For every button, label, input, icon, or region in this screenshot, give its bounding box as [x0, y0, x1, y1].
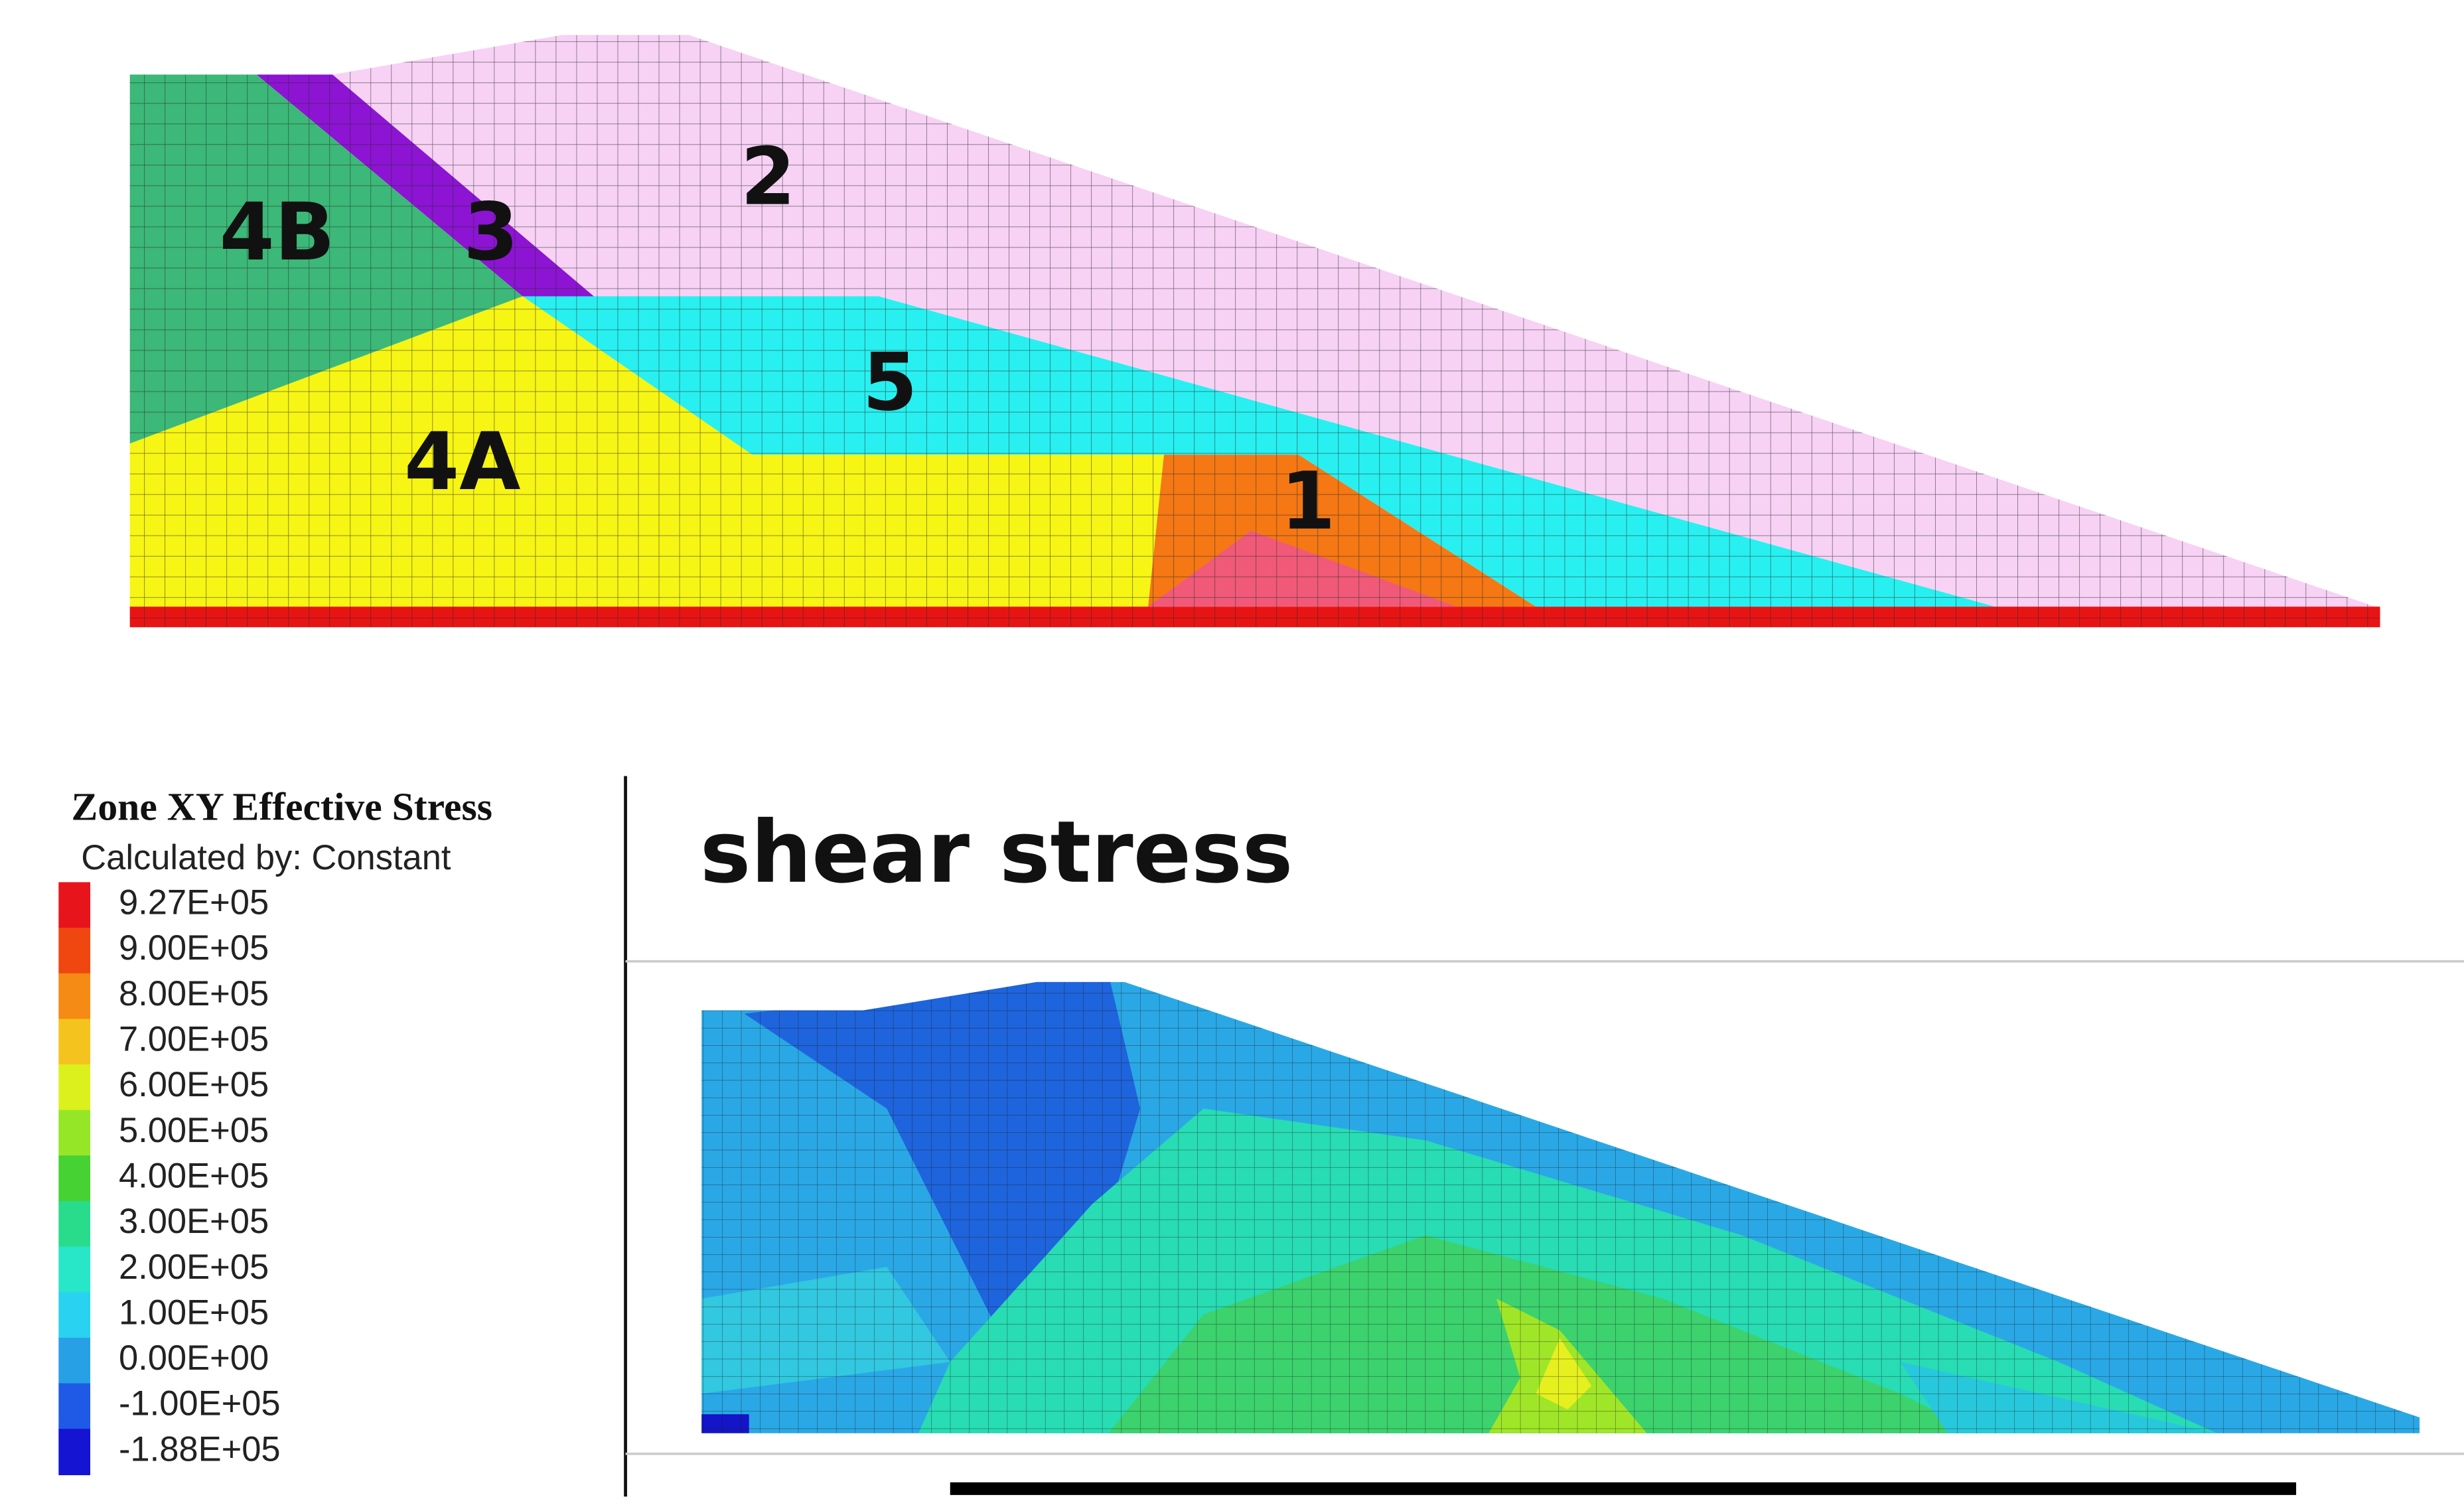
legend-swatch [58, 1383, 91, 1430]
mesh [129, 74, 523, 444]
legend-label: 5.00E+05 [119, 1111, 269, 1150]
legend-swatch [58, 973, 91, 1020]
legend-label: 8.00E+05 [119, 974, 269, 1013]
stress-contour [701, 981, 2420, 1433]
legend-label: 0.00E+00 [119, 1338, 269, 1378]
legend-label: 2.00E+05 [119, 1248, 269, 1287]
legend-swatch [58, 1064, 91, 1111]
dam-zones [129, 35, 2380, 628]
legend-subtitle: Calculated by: Constant [81, 838, 451, 877]
legend-label: 3.00E+05 [119, 1202, 269, 1241]
legend-label: -1.00E+05 [119, 1384, 281, 1423]
legend-swatch [58, 1019, 91, 1066]
legend-swatch [58, 1200, 91, 1248]
legend-swatch [58, 1246, 91, 1293]
scale-bar [950, 1482, 2297, 1495]
legend-label: 1.00E+05 [119, 1293, 269, 1332]
legend-label: 9.27E+05 [119, 883, 269, 922]
legend-swatch [58, 928, 91, 974]
legend-label: 4.00E+05 [119, 1156, 269, 1195]
legend-swatch [58, 1155, 91, 1202]
mesh [256, 74, 594, 297]
legend-label: 7.00E+05 [119, 1020, 269, 1059]
legend-label: 9.00E+05 [119, 928, 269, 968]
panel-title: shear stress [700, 803, 1293, 902]
dam-zone-extra [129, 530, 2380, 628]
legend-swatch [58, 1110, 91, 1157]
zone-label: 5 [863, 337, 918, 429]
mesh [129, 296, 1164, 607]
zone-label: 4B [220, 186, 335, 279]
legend-swatch [58, 1292, 91, 1339]
mesh [522, 296, 1995, 607]
legend-swatch [58, 1337, 91, 1384]
zone-label: 1 [1281, 456, 1336, 548]
mesh [701, 981, 2420, 1433]
legend-swatch [58, 1429, 91, 1476]
legend-title: Zone XY Effective Stress [72, 785, 492, 829]
legend: 9.27E+05 9.00E+05 8.00E+05 7.00E+05 6.00E+05… [58, 882, 281, 1476]
mesh [332, 35, 2376, 607]
zone-labels: 4B 3 2 5 4A 1 [220, 131, 1336, 547]
mesh [1148, 530, 1457, 607]
zone-label: 2 [741, 131, 796, 223]
legend-swatch [58, 882, 91, 929]
mesh [129, 607, 2380, 628]
legend-label: 6.00E+05 [119, 1065, 269, 1104]
legend-label: -1.88E+05 [119, 1429, 281, 1469]
zone-label: 3 [463, 186, 518, 279]
zone-label: 4A [404, 416, 520, 508]
